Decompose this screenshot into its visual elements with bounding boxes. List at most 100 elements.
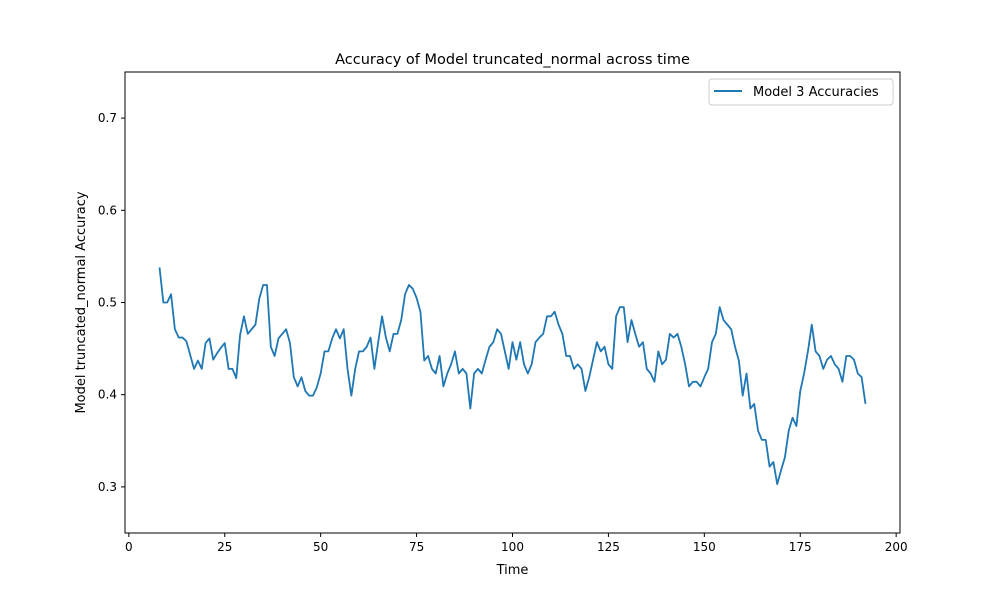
data-point <box>784 456 786 458</box>
x-tick-label: 100 <box>501 540 524 554</box>
data-point <box>588 376 590 378</box>
data-point <box>600 350 602 352</box>
data-point <box>550 315 552 317</box>
data-point <box>189 354 191 356</box>
x-tick-label: 125 <box>597 540 620 554</box>
data-point <box>792 417 794 419</box>
data-point <box>262 284 264 286</box>
data-point <box>749 408 751 410</box>
data-point <box>761 439 763 441</box>
data-point <box>477 368 479 370</box>
data-point <box>381 315 383 317</box>
data-point <box>711 341 713 343</box>
data-point <box>538 337 540 339</box>
y-tick-label: 0.5 <box>98 296 117 310</box>
data-point <box>676 333 678 335</box>
data-point <box>818 355 820 357</box>
data-point <box>469 408 471 410</box>
data-point <box>769 466 771 468</box>
data-point <box>519 341 521 343</box>
data-point <box>339 337 341 339</box>
data-point <box>370 337 372 339</box>
data-point <box>201 368 203 370</box>
data-point <box>611 368 613 370</box>
data-point <box>216 352 218 354</box>
data-point <box>465 372 467 374</box>
data-point <box>822 368 824 370</box>
data-point <box>627 341 629 343</box>
data-point <box>546 315 548 317</box>
data-point <box>803 372 805 374</box>
data-point <box>815 350 817 352</box>
data-point <box>642 341 644 343</box>
data-point <box>688 385 690 387</box>
data-point <box>231 368 233 370</box>
data-point <box>504 350 506 352</box>
data-point <box>696 381 698 383</box>
data-point <box>343 328 345 330</box>
data-point <box>746 372 748 374</box>
data-point <box>757 430 759 432</box>
data-point <box>450 363 452 365</box>
data-point <box>581 368 583 370</box>
data-point <box>243 315 245 317</box>
data-point <box>435 372 437 374</box>
data-point <box>723 319 725 321</box>
x-tick-label: 50 <box>313 540 328 554</box>
x-tick-label: 175 <box>789 540 812 554</box>
data-point <box>300 376 302 378</box>
data-point <box>316 386 318 388</box>
data-point <box>669 333 671 335</box>
data-point <box>508 368 510 370</box>
data-point <box>162 302 164 304</box>
data-point <box>527 372 529 374</box>
data-point <box>680 346 682 348</box>
data-point <box>738 360 740 362</box>
data-point <box>170 293 172 295</box>
data-point <box>208 337 210 339</box>
data-point <box>258 298 260 300</box>
x-tick-label: 25 <box>217 540 232 554</box>
data-point <box>646 368 648 370</box>
data-point <box>277 337 279 339</box>
data-point <box>235 377 237 379</box>
data-point <box>719 306 721 308</box>
data-point <box>734 346 736 348</box>
data-point <box>324 350 326 352</box>
data-point <box>431 368 433 370</box>
data-point <box>826 359 828 361</box>
data-point <box>285 328 287 330</box>
data-point <box>473 372 475 374</box>
data-point <box>604 346 606 348</box>
data-point <box>492 341 494 343</box>
data-point <box>615 315 617 317</box>
legend: Model 3 Accuracies <box>709 79 893 105</box>
data-point <box>864 403 866 405</box>
data-point <box>849 355 851 357</box>
x-tick-label: 200 <box>885 540 908 554</box>
data-point <box>799 390 801 392</box>
data-point <box>634 333 636 335</box>
data-point <box>619 306 621 308</box>
data-point <box>270 346 272 348</box>
data-point <box>834 363 836 365</box>
y-axis-label: Model truncated_normal Accuracy <box>74 191 89 413</box>
data-point <box>542 333 544 335</box>
data-point <box>304 390 306 392</box>
data-point <box>592 359 594 361</box>
data-point <box>630 319 632 321</box>
data-point <box>254 324 256 326</box>
data-point <box>366 346 368 348</box>
data-point <box>573 368 575 370</box>
y-tick-label: 0.6 <box>98 203 117 217</box>
data-point <box>715 333 717 335</box>
x-axis-label: Time <box>496 563 529 578</box>
data-point <box>684 363 686 365</box>
data-point <box>703 376 705 378</box>
data-point <box>320 372 322 374</box>
data-point <box>205 342 207 344</box>
data-point <box>650 372 652 374</box>
data-point <box>638 346 640 348</box>
data-point <box>853 359 855 361</box>
data-point <box>412 288 414 290</box>
